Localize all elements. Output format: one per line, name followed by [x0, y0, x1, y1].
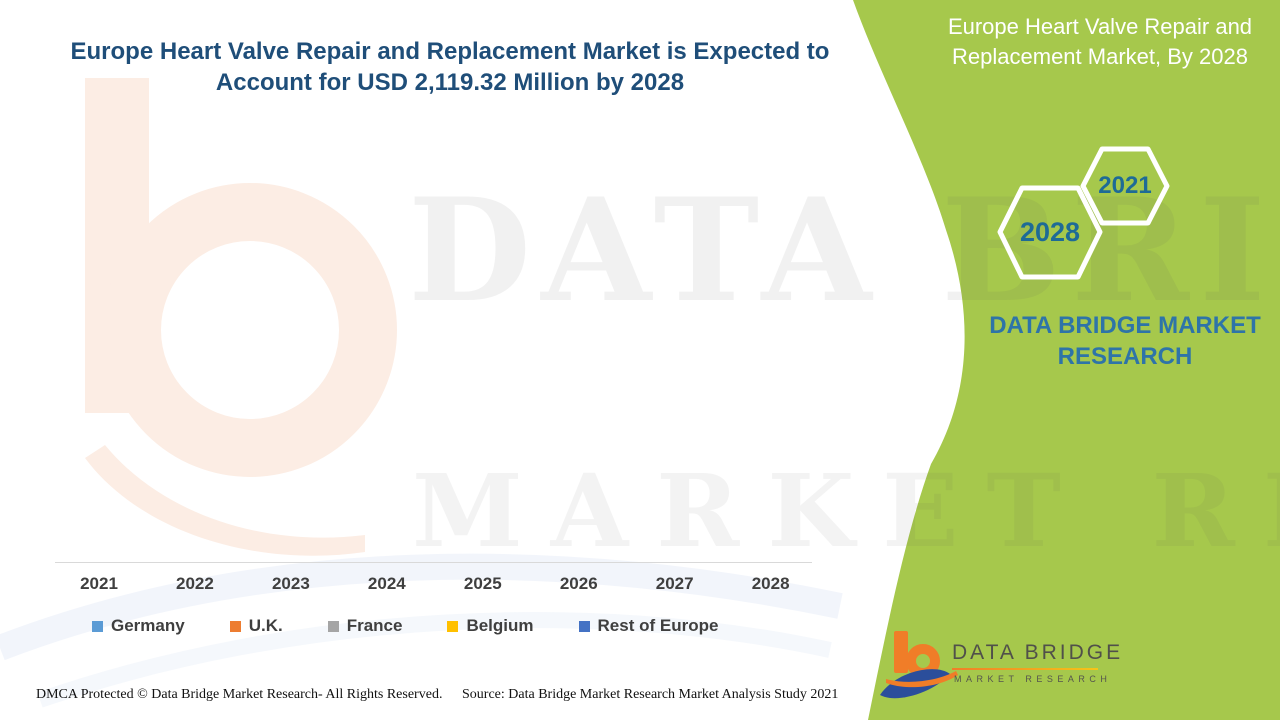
side-panel-title: Europe Heart Valve Repair and Replacemen…: [947, 14, 1253, 69]
logo-b-stem: [894, 631, 908, 673]
chart-title: Europe Heart Valve Repair and Replacemen…: [70, 38, 830, 96]
x-axis-label-2028: 2028: [751, 574, 790, 593]
x-axis-label-2023: 2023: [271, 574, 310, 593]
legend-swatch-icon: [578, 620, 590, 632]
green-diagonal-panel: [853, 0, 1280, 720]
legend-label: U.K.: [248, 616, 283, 635]
legend-swatch-icon: [447, 620, 459, 632]
dbmr-logo-icon: [880, 631, 958, 699]
legend-item-germany: Germany: [92, 616, 185, 636]
x-axis-label-2025: 2025: [463, 574, 502, 593]
legend-label: Belgium: [466, 616, 534, 635]
hexagon-2021-label: 2021: [1098, 172, 1152, 199]
x-axis-label-2024: 2024: [367, 574, 406, 593]
legend-item-france: France: [327, 616, 403, 636]
logo-tagline: MARKET RESEARCH: [954, 674, 1112, 684]
swoosh-watermark: [0, 553, 843, 708]
legend-item-rest-of-europe: Rest of Europe: [578, 616, 719, 636]
x-axis-line: [55, 562, 812, 563]
legend-item-belgium: Belgium: [447, 616, 534, 636]
logo-orange-swoosh: [886, 671, 958, 688]
hexagon-2028-label: 2028: [1019, 217, 1081, 247]
legend-label: Rest of Europe: [597, 616, 719, 635]
source-note: Source: Data Bridge Market Research Mark…: [462, 687, 839, 702]
brand-name-text: DATA BRIDGE MARKET RESEARCH: [989, 312, 1261, 370]
b-logo-watermark: [85, 78, 397, 556]
dmca-notice: DMCA Protected © Data Bridge Market Rese…: [36, 687, 443, 702]
legend-label: Germany: [111, 616, 185, 635]
legend-item-u-k: U.K.: [229, 616, 283, 636]
x-axis-label-2026: 2026: [559, 574, 598, 593]
chart-legend: Germany U.K. France Belgium Rest of Europe: [92, 616, 718, 636]
legend-swatch-icon: [327, 620, 339, 632]
x-axis-label-2021: 2021: [80, 574, 118, 593]
x-axis-label-2027: 2027: [655, 574, 694, 593]
logo-underline: [952, 668, 1098, 670]
logo-wordmark: DATA BRIDGE: [952, 641, 1124, 664]
legend-swatch-icon: [229, 620, 241, 632]
x-axis-label-2022: 2022: [176, 574, 214, 593]
legend-swatch-icon: [92, 620, 103, 632]
legend-label: France: [346, 616, 403, 635]
